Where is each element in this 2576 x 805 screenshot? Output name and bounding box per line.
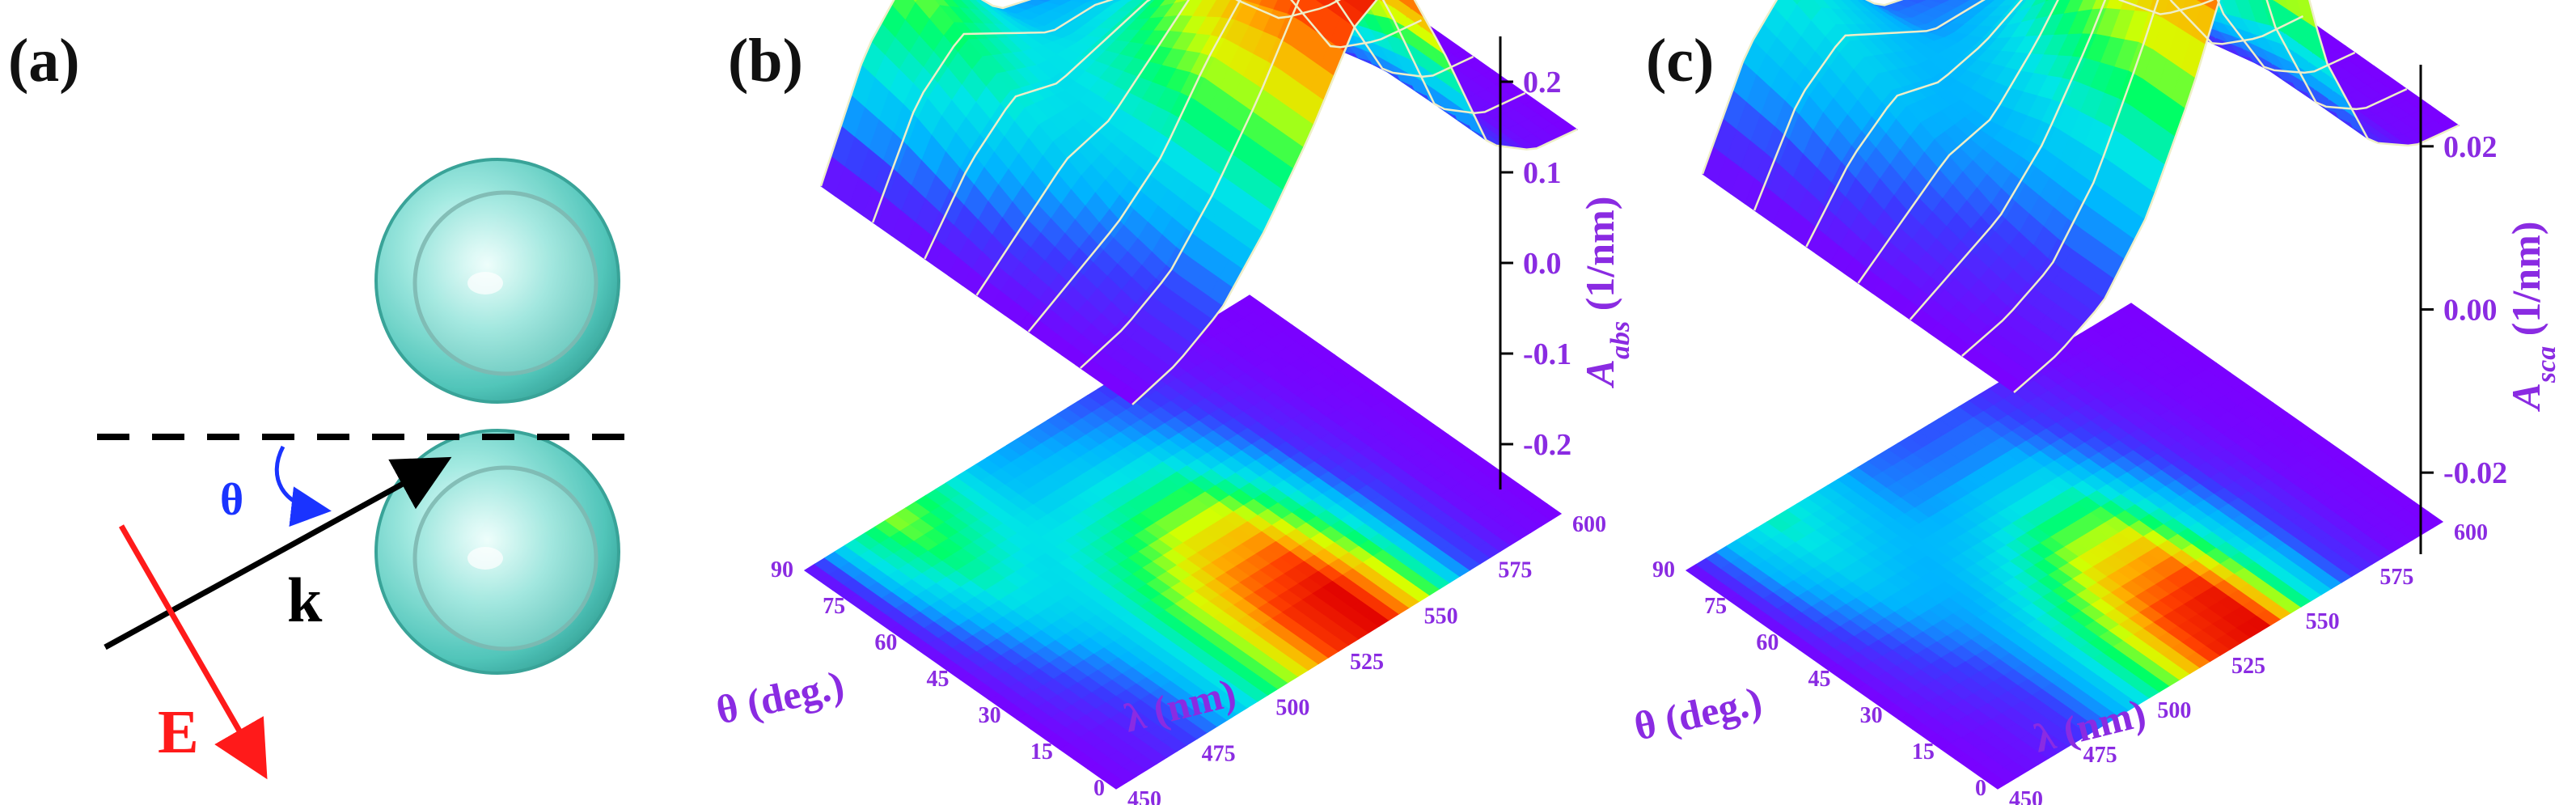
e-vector-arrow (118, 524, 268, 780)
z-axis-title: Asca (1/nm) (2503, 222, 2561, 413)
surface-cell (1038, 0, 1054, 2)
y-tick-label: 0 (1093, 776, 1105, 801)
x-tick-label: 525 (1350, 650, 1384, 675)
x-tick-label: 525 (2231, 654, 2265, 679)
z-tick-label: 0.02 (2443, 130, 2498, 164)
z-tick-label: 0.2 (1523, 66, 1562, 100)
y-tick-label: 90 (1652, 557, 1675, 583)
y-tick-label: 90 (771, 557, 793, 583)
x-tick-label: 575 (1498, 558, 1532, 583)
surface-cell (1159, 0, 1178, 6)
x-tick-label: 600 (1572, 512, 1606, 537)
y-tick-label: 60 (874, 630, 897, 655)
y-tick-label: 45 (1808, 667, 1831, 692)
theta-symbol: θ (220, 475, 243, 525)
contour-map (803, 294, 1563, 790)
x-tick-label: 500 (2157, 698, 2191, 723)
panel-label-a: (a) (8, 27, 80, 95)
x-tick-label: 450 (1127, 787, 1161, 805)
z-axis-title: Aabs (1/nm) (1577, 197, 1635, 389)
panel-label-b: (b) (728, 27, 803, 95)
z-tick-label: 0.1 (1523, 156, 1562, 190)
y-tick-label: 15 (1030, 739, 1053, 765)
z-tick-label: -0.2 (1523, 428, 1571, 462)
x-tick-label: 500 (1275, 696, 1309, 721)
e-symbol: E (158, 698, 199, 766)
surface-cell (1127, 0, 1146, 3)
z-tick-label: 0.00 (2443, 294, 2498, 328)
y-tick-label: 75 (823, 594, 845, 619)
y-tick-label: 15 (1912, 739, 1935, 765)
surface-mesh (819, 0, 1578, 405)
y-tick-label: 60 (1756, 630, 1779, 655)
z-tick-label: -0.02 (2443, 456, 2507, 490)
contour-cell (1238, 294, 1265, 312)
y-tick-label: 75 (1704, 594, 1727, 619)
y-axis-title: θ (deg.) (1631, 678, 1766, 749)
y-tick-label: 45 (927, 667, 950, 692)
x-tick-label: 450 (2009, 787, 2043, 805)
panel-label-c: (c) (1646, 27, 1714, 95)
y-tick-label: 30 (979, 703, 1001, 728)
z-tick-label: 0.0 (1523, 247, 1562, 281)
theta-arc-arrow (274, 445, 332, 527)
surface-cell (1144, 0, 1166, 10)
x-tick-label: 550 (2306, 609, 2340, 634)
x-tick-label: 475 (1202, 741, 1236, 766)
panel-a-schematic: (a) θ k E (8, 27, 639, 780)
k-vector-arrow (104, 456, 452, 650)
y-tick-label: 0 (1975, 776, 1986, 801)
k-symbol: k (287, 565, 323, 635)
z-tick-label: -0.1 (1523, 337, 1571, 371)
y-axis-title: θ (deg.) (713, 662, 848, 733)
x-tick-label: 575 (2379, 565, 2413, 590)
surface-cell (1110, 0, 1122, 2)
x-tick-label: 550 (1424, 604, 1458, 629)
bottom-sphere (374, 429, 620, 675)
x-tick-label: 600 (2454, 520, 2488, 545)
y-tick-label: 30 (1860, 703, 1883, 728)
top-sphere (374, 158, 620, 404)
z-axis: -0.02 0.00 0.02 Asca (1/nm) (2419, 65, 2561, 554)
surface-cell (1114, 0, 1135, 4)
